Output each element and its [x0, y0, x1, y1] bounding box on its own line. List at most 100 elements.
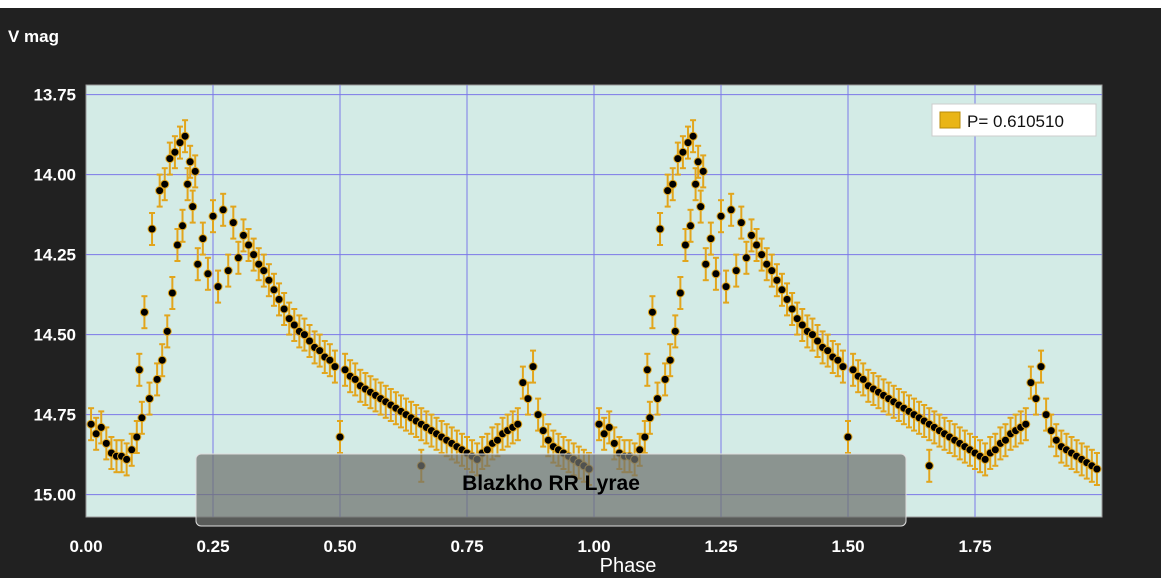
y-axis-label: V mag: [8, 27, 59, 46]
data-point: [528, 362, 538, 372]
data-point: [777, 285, 787, 295]
data-point: [228, 218, 238, 228]
data-point: [305, 336, 315, 346]
data-point: [543, 435, 553, 445]
data-point: [680, 240, 690, 250]
data-point: [599, 429, 609, 439]
data-point: [203, 269, 213, 279]
annotation-box: Blazkho RR Lyrae: [195, 453, 907, 527]
data-point: [259, 266, 269, 276]
data-point: [1041, 410, 1051, 420]
data-point: [193, 259, 203, 269]
data-point: [688, 131, 698, 141]
x-tick-label: 1.75: [958, 537, 991, 556]
data-point: [96, 422, 106, 432]
data-point: [244, 240, 254, 250]
data-point: [990, 445, 1000, 455]
data-point: [145, 394, 154, 404]
data-point: [101, 438, 111, 448]
annotation-background: [195, 453, 907, 527]
data-point: [731, 266, 741, 276]
data-point: [675, 288, 685, 298]
data-point: [706, 234, 716, 244]
x-tick-label: 0.00: [69, 537, 102, 556]
data-point: [792, 314, 802, 324]
chart-frame: V mag 13.75 14.00 14.25 14.50 14.75 15.00 0.0…: [0, 8, 1161, 578]
x-tick-label: 1.50: [831, 537, 864, 556]
data-point: [269, 285, 279, 295]
data-point: [1021, 419, 1031, 429]
legend-label: P= 0.610510: [967, 112, 1064, 131]
chart: V mag 13.75 14.00 14.25 14.50 14.75 15.00 0.0…: [8, 27, 1103, 577]
data-point: [147, 224, 157, 234]
legend-swatch: [939, 111, 961, 129]
data-point: [518, 378, 528, 388]
legend-box: [931, 103, 1097, 137]
data-point: [642, 365, 652, 375]
data-point: [663, 186, 673, 196]
data-point: [843, 432, 853, 442]
data-point: [693, 157, 703, 167]
data-point: [604, 422, 614, 432]
data-point: [127, 445, 137, 455]
data-point: [213, 282, 223, 292]
data-point: [594, 419, 604, 429]
data-point: [350, 374, 360, 384]
data-point: [175, 138, 185, 148]
data-point: [330, 362, 340, 372]
data-point: [170, 147, 180, 157]
x-tick-label: 0.50: [323, 537, 356, 556]
x-axis-title: Phase: [600, 555, 657, 577]
data-point: [668, 179, 678, 189]
data-point: [1031, 394, 1041, 404]
data-point: [746, 230, 756, 240]
data-point: [757, 250, 767, 260]
data-point: [848, 365, 858, 375]
y-tick-label: 13.75: [33, 86, 76, 105]
data-point: [1092, 464, 1102, 474]
data-point: [752, 240, 762, 250]
data-point: [726, 205, 736, 215]
y-tick-label: 14.00: [33, 166, 76, 185]
data-point: [609, 438, 619, 448]
data-point: [538, 426, 548, 436]
data-point: [691, 179, 701, 189]
data-point: [340, 365, 350, 375]
data-point: [165, 154, 175, 164]
data-point: [513, 419, 523, 429]
data-point: [655, 224, 665, 234]
data-point: [86, 419, 96, 429]
data-point: [772, 275, 782, 285]
data-point: [716, 211, 726, 221]
data-point: [807, 330, 817, 340]
x-tick-label: 0.75: [450, 537, 483, 556]
data-point: [645, 413, 655, 423]
data-point: [673, 154, 683, 164]
data-point: [858, 374, 868, 384]
data-point: [683, 138, 693, 148]
data-point: [1046, 426, 1056, 436]
y-tick-label: 14.50: [33, 326, 76, 345]
data-point: [1036, 362, 1046, 372]
data-point: [167, 288, 177, 298]
data-point: [696, 202, 706, 212]
data-point: [678, 147, 688, 157]
data-point: [152, 374, 162, 384]
data-point: [122, 454, 132, 464]
data-point: [162, 326, 172, 336]
y-tick-label: 15.00: [33, 486, 76, 505]
data-point: [670, 326, 680, 336]
data-point: [635, 445, 645, 455]
data-point: [813, 336, 823, 346]
data-point: [736, 218, 746, 228]
data-point: [647, 307, 657, 317]
data-point: [284, 314, 294, 324]
data-point: [335, 432, 345, 442]
data-point: [325, 355, 335, 365]
data-point: [315, 346, 325, 356]
data-point: [1051, 435, 1061, 445]
data-point: [180, 131, 190, 141]
data-point: [233, 253, 243, 263]
annotation-text: Blazkho RR Lyrae: [462, 472, 640, 495]
data-point: [155, 186, 165, 196]
